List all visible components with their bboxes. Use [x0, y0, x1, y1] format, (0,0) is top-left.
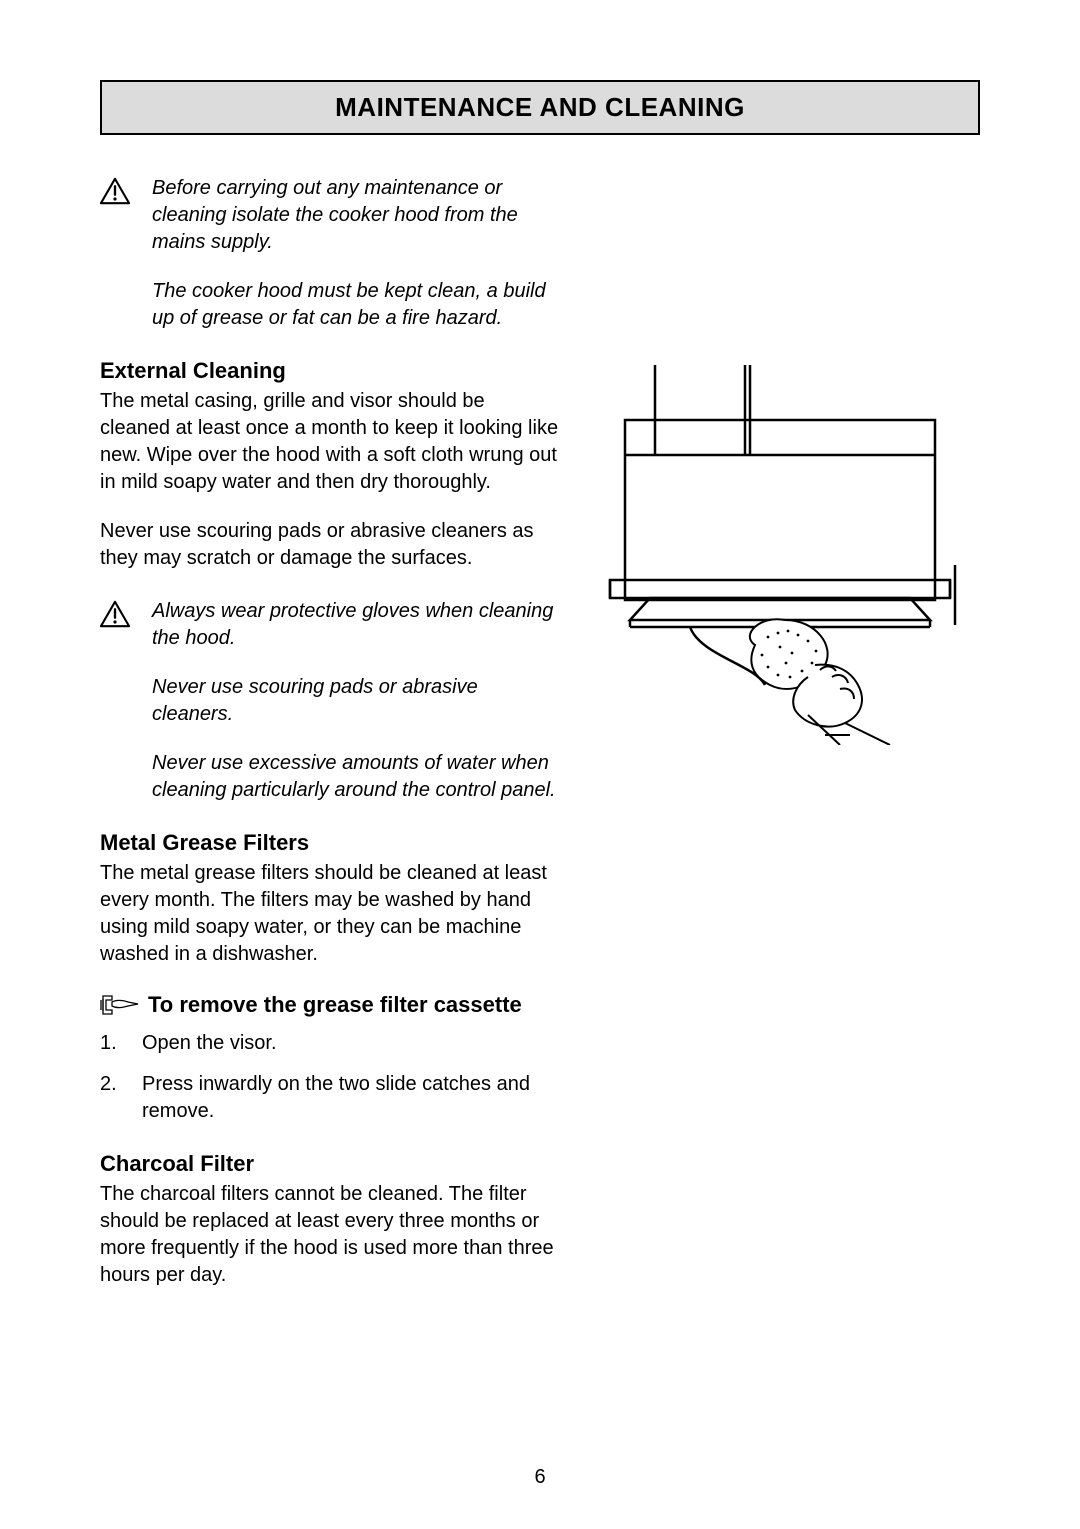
cooker-hood-illustration — [590, 365, 970, 745]
page-number: 6 — [0, 1466, 1080, 1489]
metal-grease-heading: Metal Grease Filters — [100, 830, 560, 856]
page-title: MAINTENANCE AND CLEANING — [100, 80, 980, 135]
step-2-text: Press inwardly on the two slide catches … — [142, 1071, 560, 1125]
warning-1-para-1: Before carrying out any maintenance or c… — [152, 175, 560, 256]
step-2: 2. Press inwardly on the two slide catche… — [100, 1071, 560, 1125]
warning-block-2: Always wear protective gloves when clean… — [100, 598, 560, 804]
metal-grease-para: The metal grease filters should be clean… — [100, 860, 560, 968]
external-cleaning-para-1: The metal casing, grille and visor shoul… — [100, 388, 560, 496]
external-cleaning-heading: External Cleaning — [100, 358, 560, 384]
warning-2-text: Always wear protective gloves when clean… — [152, 598, 560, 804]
page: MAINTENANCE AND CLEANING Before carrying… — [0, 0, 1080, 1529]
warning-2-para-2: Never use scouring pads or abrasive clea… — [152, 674, 560, 728]
step-number: 2. — [100, 1071, 118, 1125]
step-1: 1. Open the visor. — [100, 1030, 560, 1057]
charcoal-para: The charcoal filters cannot be cleaned. … — [100, 1181, 560, 1289]
right-column — [590, 175, 980, 1289]
charcoal-heading: Charcoal Filter — [100, 1151, 560, 1177]
charcoal-body: The charcoal filters cannot be cleaned. … — [100, 1181, 560, 1289]
step-1-text: Open the visor. — [142, 1030, 277, 1057]
external-cleaning-body: The metal casing, grille and visor shoul… — [100, 388, 560, 572]
external-cleaning-para-2: Never use scouring pads or abrasive clea… — [100, 518, 560, 572]
warning-2-para-1: Always wear protective gloves when clean… — [152, 598, 560, 652]
content-columns: Before carrying out any maintenance or c… — [100, 175, 980, 1289]
remove-cassette-heading: To remove the grease filter cassette — [148, 992, 522, 1018]
warning-1-para-2: The cooker hood must be kept clean, a bu… — [152, 278, 560, 332]
left-column: Before carrying out any maintenance or c… — [100, 175, 560, 1289]
hand-pointing-icon — [100, 990, 140, 1020]
metal-grease-body: The metal grease filters should be clean… — [100, 860, 560, 968]
warning-icon — [100, 598, 134, 628]
remove-cassette-row: To remove the grease filter cassette — [100, 990, 560, 1020]
warning-2-para-3: Never use excessive amounts of water whe… — [152, 750, 560, 804]
step-number: 1. — [100, 1030, 118, 1057]
warning-1-text: Before carrying out any maintenance or c… — [152, 175, 560, 332]
warning-block-1: Before carrying out any maintenance or c… — [100, 175, 560, 332]
remove-cassette-steps: 1. Open the visor. 2. Press inwardly on th… — [100, 1030, 560, 1125]
warning-icon — [100, 175, 134, 205]
